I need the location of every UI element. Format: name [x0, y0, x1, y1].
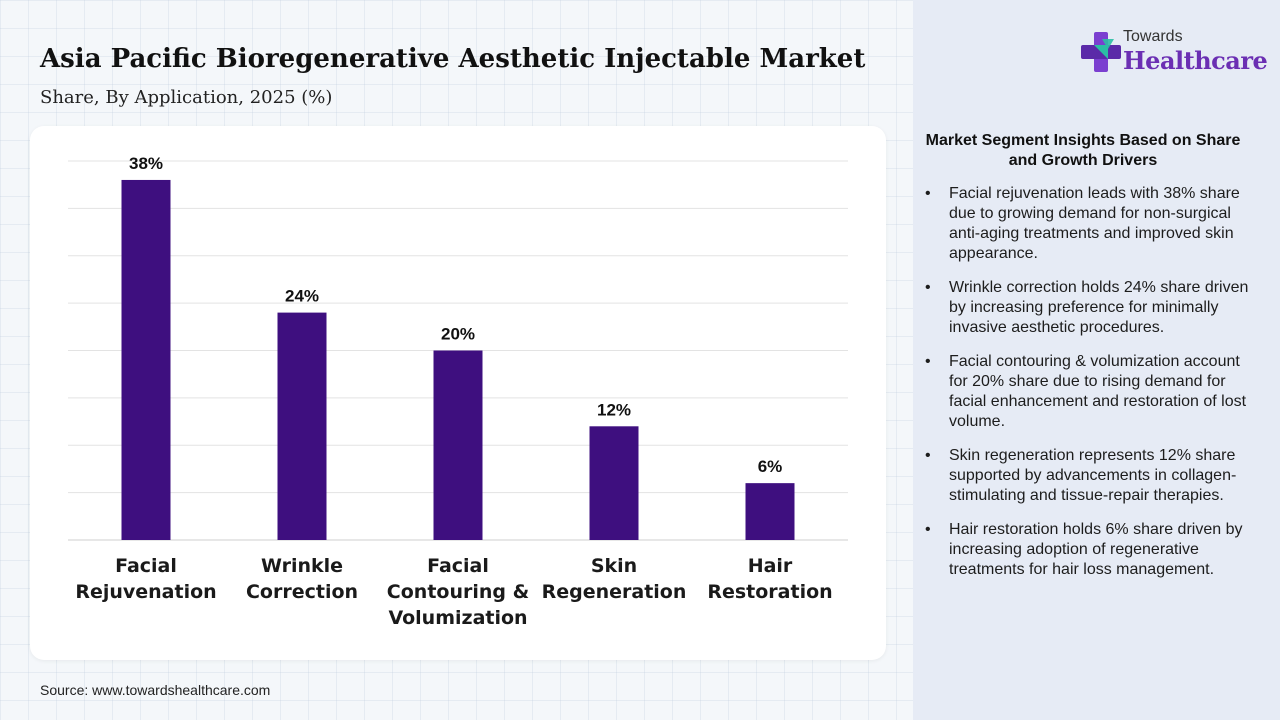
category-label: Facial: [115, 555, 177, 577]
source-note: Source: www.towardshealthcare.com: [40, 682, 271, 698]
insights-panel: Towards Healthcare Market Segment Insigh…: [913, 0, 1280, 720]
bullet-icon: •: [925, 521, 931, 538]
bar: [745, 483, 795, 540]
category-label: Rejuvenation: [75, 581, 216, 603]
category-label: Facial: [427, 555, 489, 577]
category-label: Restoration: [707, 581, 832, 603]
insight-item: • Skin regeneration represents 12% share …: [925, 446, 1255, 506]
category-label: Skin: [591, 555, 637, 577]
insights-list: • Facial rejuvenation leads with 38% shar…: [925, 184, 1255, 594]
data-label: 24%: [285, 287, 319, 306]
category-label: Correction: [246, 581, 358, 603]
insight-item: • Wrinkle correction holds 24% share driv…: [925, 278, 1255, 338]
logo-text-healthcare: Healthcare: [1123, 46, 1268, 75]
insight-text: Facial contouring & volumization account…: [949, 353, 1247, 430]
insight-item: • Facial contouring & volumization accoun…: [925, 352, 1255, 432]
data-label: 20%: [441, 325, 475, 344]
data-label: 6%: [758, 457, 783, 476]
bar: [433, 350, 483, 540]
insight-item: • Hair restoration holds 6% share driven …: [925, 520, 1255, 580]
category-label: Contouring &: [387, 581, 529, 603]
category-label: Volumization: [388, 607, 527, 629]
brand-logo[interactable]: Towards Healthcare: [1081, 28, 1268, 78]
bullet-icon: •: [925, 447, 931, 464]
insights-title: Market Segment Insights Based on Share a…: [925, 132, 1241, 169]
bar: [277, 312, 327, 540]
chart-card: 38% Facial Rejuvenation 24% Wrinkle Correctio…: [30, 126, 886, 660]
bullet-icon: •: [925, 353, 931, 370]
data-label: 12%: [597, 400, 631, 419]
category-label: Hair: [748, 555, 793, 577]
data-label: 38%: [129, 154, 163, 173]
category-label: Wrinkle: [261, 555, 343, 577]
page-subtitle: Share, By Application, 2025 (%): [40, 87, 333, 108]
insight-text: Wrinkle correction holds 24% share drive…: [949, 279, 1249, 336]
insight-text: Hair restoration holds 6% share driven b…: [949, 521, 1243, 578]
bar: [121, 179, 171, 540]
insight-text: Skin regeneration represents 12% share s…: [949, 447, 1237, 504]
medical-cross-icon: [1081, 32, 1121, 72]
page-title: Asia Pacific Bioregenerative Aesthetic I…: [40, 44, 866, 74]
bar: [589, 426, 639, 540]
insight-text: Facial rejuvenation leads with 38% share…: [949, 185, 1240, 262]
logo-text-towards: Towards: [1123, 28, 1183, 45]
bullet-icon: •: [925, 185, 931, 202]
bullet-icon: •: [925, 279, 931, 296]
bar-chart: 38% Facial Rejuvenation 24% Wrinkle Correctio…: [68, 154, 848, 629]
category-label: Regeneration: [542, 581, 687, 603]
insight-item: • Facial rejuvenation leads with 38% shar…: [925, 184, 1255, 264]
